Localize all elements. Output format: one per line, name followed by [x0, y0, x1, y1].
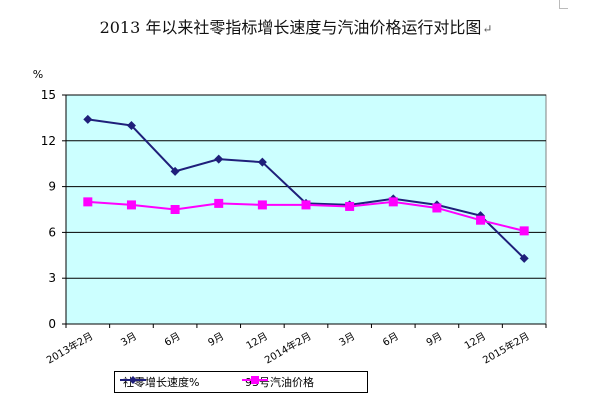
series-1-point-9 [476, 215, 486, 225]
series-1-point-1 [126, 200, 136, 210]
series-0-point-4 [257, 157, 267, 167]
legend-swatch-retail [120, 376, 146, 384]
x-tick-label-3: 9月 [206, 330, 226, 349]
x-tick-label-6: 3月 [337, 330, 357, 349]
series-1-point-7 [388, 197, 398, 207]
chart-legend: 社零增长速度% 93号汽油价格 [114, 371, 368, 393]
legend-item-gasoline: 93号汽油价格 [241, 374, 314, 390]
series-1-point-6 [345, 201, 355, 211]
series-1-point-5 [301, 200, 311, 210]
paragraph-mark: ↵ [482, 22, 493, 36]
legend-swatch-gasoline [242, 376, 268, 384]
series-1-point-3 [214, 198, 224, 208]
series-1-point-2 [170, 205, 180, 214]
y-tick-label-9: 9 [48, 180, 56, 194]
series-1-point-4 [257, 200, 267, 210]
x-tick-label-9: 12月 [462, 330, 488, 352]
series-1-point-10 [519, 226, 529, 236]
x-tick-label-0: 2013年2月 [44, 329, 95, 366]
x-tick-label-2: 6月 [162, 330, 182, 349]
series-0-point-0 [83, 114, 93, 124]
y-tick-label-12: 12 [41, 134, 56, 148]
series-0-point-10 [519, 253, 529, 263]
series-0-point-2 [170, 166, 180, 176]
x-tick-label-1: 3月 [119, 330, 139, 349]
y-axis-label: % [33, 68, 43, 81]
page-corner-mark [559, 0, 568, 9]
series-1-point-8 [432, 203, 442, 213]
y-tick-label-3: 3 [48, 271, 56, 285]
y-tick-label-15: 15 [41, 88, 56, 102]
series-0-point-3 [214, 154, 224, 164]
legend-item-retail: 社零增长速度% [119, 374, 199, 390]
x-tick-label-7: 6月 [381, 330, 401, 349]
x-tick-label-8: 9月 [424, 330, 444, 349]
y-tick-label-6: 6 [48, 225, 56, 239]
series-1-point-0 [83, 197, 93, 207]
x-tick-label-10: 2015年2月 [480, 329, 531, 366]
chart-title: 2013 年以来社零指标增长速度与汽油价格运行对比图↵ [99, 18, 493, 37]
y-tick-label-0: 0 [48, 317, 56, 331]
x-tick-label-4: 12月 [244, 330, 270, 352]
x-tick-label-5: 2014年2月 [262, 329, 313, 366]
series-0-point-1 [126, 121, 136, 131]
plot-area [65, 94, 547, 325]
